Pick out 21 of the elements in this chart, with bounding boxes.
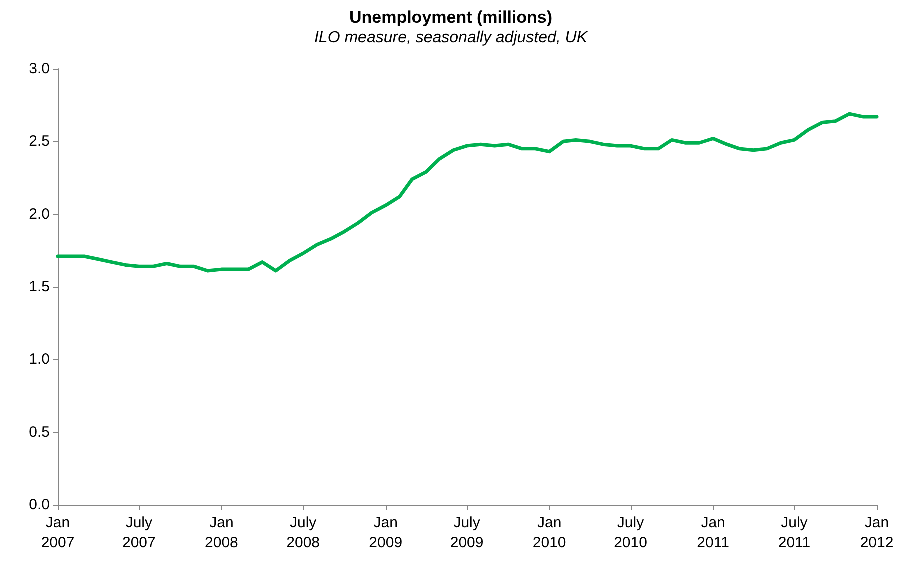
x-tick-label: Jan 2008 [205, 514, 238, 552]
x-tick-label: July 2009 [450, 514, 484, 552]
x-tick-label: Jan 2009 [369, 514, 403, 552]
y-tick-label: 1.5 [29, 278, 50, 296]
x-tick-label: July 2010 [614, 514, 648, 552]
chart-title: Unemployment (millions) [349, 8, 553, 27]
y-tick-label: 0.0 [29, 496, 50, 514]
y-tick-label: 3.0 [29, 60, 50, 78]
x-tick-label: Jan 2011 [697, 514, 730, 552]
x-tick-label: Jan 2007 [41, 514, 75, 552]
y-tick-label: 2.5 [29, 133, 50, 150]
y-tick-label: 1.0 [29, 351, 50, 368]
y-tick-label: 2.0 [29, 206, 50, 223]
y-tick-label: 0.5 [29, 424, 50, 441]
x-tick-label: Jan 2012 [860, 514, 894, 552]
line-series [56, 112, 879, 273]
x-tick-label: July 2008 [286, 514, 320, 552]
chart-subtitle: ILO measure, seasonally adjusted, UK [314, 30, 589, 46]
x-tick-label: July 2011 [778, 514, 811, 552]
x-tick-label: July 2007 [122, 514, 156, 552]
x-tick-label: Jan 2010 [532, 514, 566, 552]
